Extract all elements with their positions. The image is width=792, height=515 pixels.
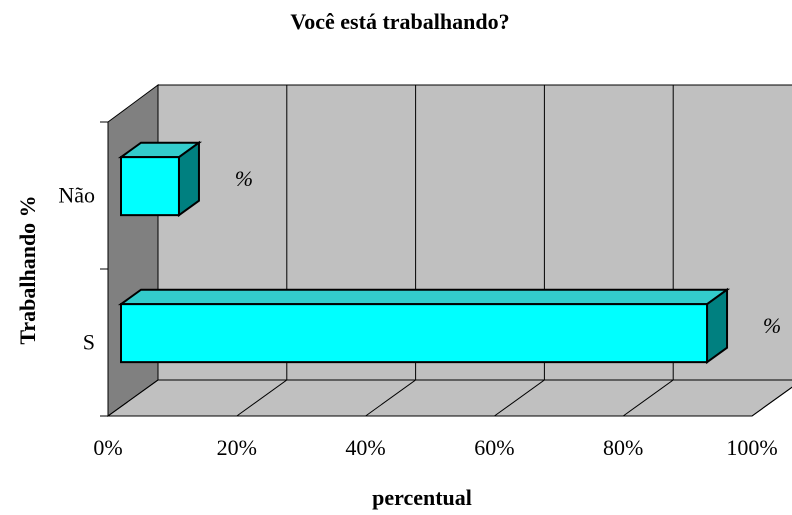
x-axis-label: percentual (372, 485, 472, 510)
chart-title: Você está trabalhando? (290, 9, 509, 34)
x-tick-label: 80% (603, 435, 643, 460)
floor-grid-line (751, 386, 792, 417)
floor-grid-line (494, 379, 545, 417)
y-tick-label: Não (58, 183, 95, 208)
x-tick-label: 100% (726, 435, 777, 460)
floor-grid-line (365, 379, 416, 417)
value-label: % (235, 166, 253, 191)
floor-grid-line (107, 379, 159, 417)
bar-top (117, 288, 731, 306)
bar (120, 303, 709, 364)
value-label: % (763, 313, 781, 338)
floor (106, 379, 792, 417)
x-tick-label: 40% (345, 435, 385, 460)
left-wall (107, 84, 159, 417)
x-tick-label: 0% (93, 435, 122, 460)
x-tick-label: 60% (474, 435, 514, 460)
y-tick-label: S (83, 330, 95, 355)
floor-grid-line (622, 379, 674, 417)
bar (120, 156, 180, 217)
y-axis-label: Trabalhando % (15, 195, 40, 344)
floor-grid-line (236, 379, 288, 417)
x-tick-label: 20% (217, 435, 257, 460)
